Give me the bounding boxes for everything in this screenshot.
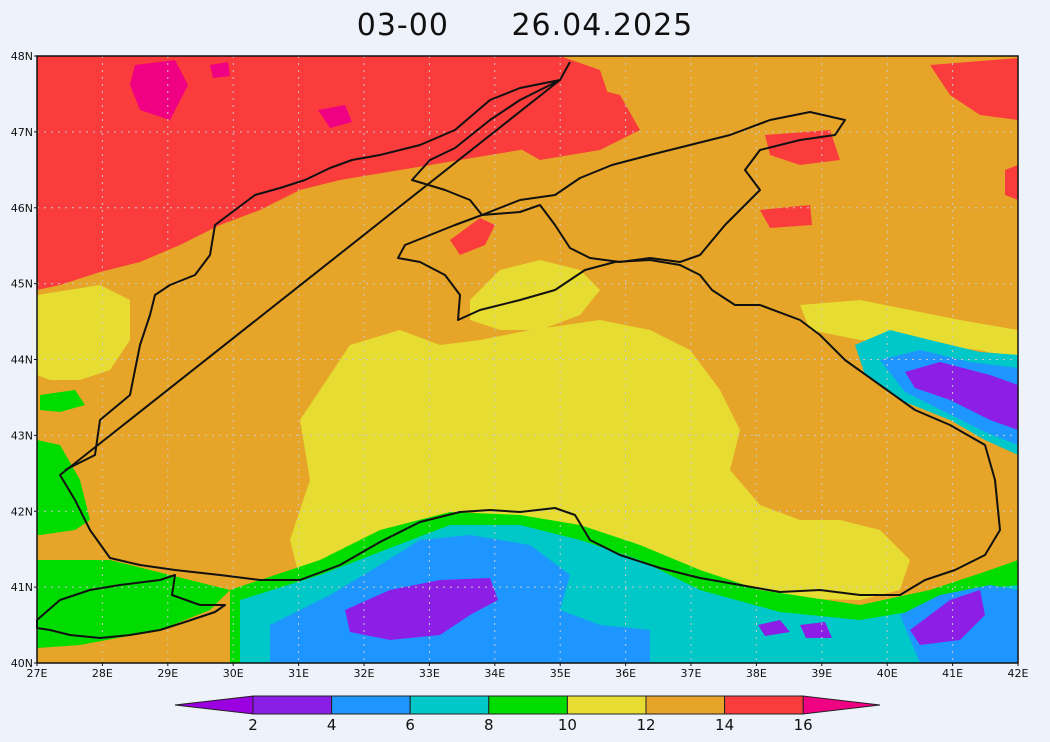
colorbar-segment bbox=[566, 695, 647, 715]
field-purple-east bbox=[905, 362, 1018, 430]
coastline-black-sea bbox=[59, 61, 1001, 596]
lon-tick-label: 28E bbox=[92, 667, 113, 680]
field-red-northeast bbox=[930, 58, 1018, 120]
field-yellow-west bbox=[37, 285, 130, 380]
colorbar-label: 16 bbox=[794, 716, 813, 734]
field-magenta-1 bbox=[130, 60, 188, 120]
latitude-labels: 48N 47N 46N 45N 44N 43N 42N 41N 40N bbox=[11, 50, 37, 670]
field-red-east bbox=[760, 205, 812, 228]
colorbar-max-arrow bbox=[802, 695, 881, 715]
lon-tick-label: 37E bbox=[681, 667, 702, 680]
lon-tick-label: 42E bbox=[1008, 667, 1029, 680]
colorbar-label: 4 bbox=[327, 716, 337, 734]
longitude-labels: 27E 28E 29E 30E 31E 32E 33E 34E 35E 36E 37E 38E 39E 4… bbox=[27, 663, 1029, 680]
colorbar-label: 10 bbox=[558, 716, 577, 734]
lon-tick-label: 41E bbox=[942, 667, 963, 680]
lat-tick-label: 43N bbox=[11, 429, 33, 442]
forecast-time: 03-00 bbox=[356, 8, 449, 43]
field-green-west-2 bbox=[40, 390, 85, 412]
field-purple-se bbox=[910, 590, 985, 645]
colorbar-label: 14 bbox=[715, 716, 734, 734]
field-layer bbox=[37, 56, 1018, 663]
lon-tick-label: 31E bbox=[288, 667, 309, 680]
colorbar-segment bbox=[252, 695, 333, 715]
lat-tick-label: 44N bbox=[11, 354, 33, 367]
lat-tick-label: 47N bbox=[11, 126, 33, 139]
colorbar-segment bbox=[331, 695, 411, 715]
colorbar-segment bbox=[645, 695, 726, 715]
colorbar-label: 12 bbox=[636, 716, 655, 734]
lon-tick-label: 34E bbox=[484, 667, 505, 680]
lon-tick-label: 29E bbox=[157, 667, 178, 680]
field-yellow-center bbox=[290, 320, 910, 600]
field-green-strait bbox=[37, 560, 230, 648]
colorbar-label: 8 bbox=[484, 716, 494, 734]
field-magenta-3 bbox=[210, 62, 230, 78]
colorbar-segment bbox=[724, 695, 804, 715]
map-title: 03-00 26.04.2025 bbox=[0, 8, 1050, 43]
field-purple-spot-2 bbox=[800, 622, 832, 638]
field-purple-south bbox=[345, 578, 498, 640]
field-purple-spot-1 bbox=[758, 620, 790, 636]
field-yellow-east bbox=[800, 300, 1018, 360]
colorbar-segment bbox=[488, 695, 568, 715]
field-red-azov-east bbox=[765, 130, 840, 165]
lon-tick-label: 39E bbox=[811, 667, 832, 680]
lat-tick-label: 41N bbox=[11, 581, 33, 594]
coastline-azov bbox=[481, 111, 846, 263]
field-red-east-edge bbox=[1005, 165, 1018, 200]
field-green-west bbox=[37, 440, 90, 535]
coastline bbox=[36, 61, 1001, 639]
lon-tick-label: 38E bbox=[746, 667, 767, 680]
lat-tick-label: 46N bbox=[11, 202, 33, 215]
colorbar-label: 2 bbox=[248, 716, 258, 734]
colorbar-min-arrow bbox=[174, 695, 254, 715]
field-red-crimea bbox=[450, 218, 495, 255]
colorbar-segment bbox=[409, 695, 490, 715]
lat-tick-label: 40N bbox=[11, 657, 33, 670]
field-magenta-2 bbox=[318, 105, 352, 128]
colorbar-label: 6 bbox=[405, 716, 415, 734]
lon-tick-label: 40E bbox=[877, 667, 898, 680]
colorbar: 2 4 6 8 10 12 14 16 bbox=[174, 695, 881, 734]
lon-tick-label: 33E bbox=[419, 667, 440, 680]
lat-tick-label: 48N bbox=[11, 50, 33, 63]
lat-tick-label: 45N bbox=[11, 278, 33, 291]
lon-tick-label: 32E bbox=[354, 667, 375, 680]
lon-tick-label: 35E bbox=[550, 667, 571, 680]
field-red-northwest bbox=[37, 56, 610, 290]
lon-tick-label: 36E bbox=[615, 667, 636, 680]
forecast-date: 26.04.2025 bbox=[511, 8, 694, 43]
lat-tick-label: 42N bbox=[11, 505, 33, 518]
lon-tick-label: 30E bbox=[223, 667, 244, 680]
coastline-marmara bbox=[36, 574, 226, 639]
lon-tick-label: 27E bbox=[27, 667, 48, 680]
